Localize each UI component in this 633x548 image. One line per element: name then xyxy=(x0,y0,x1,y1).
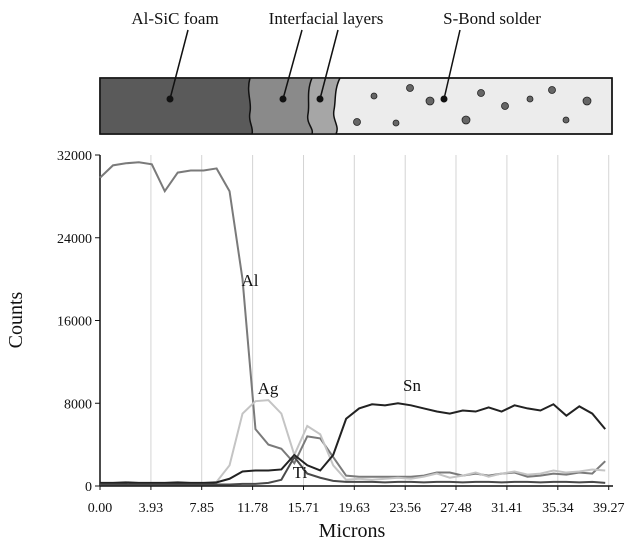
series-line xyxy=(100,402,606,484)
x-tick-label: 0.00 xyxy=(88,501,113,516)
x-tick-label: 19.63 xyxy=(339,501,371,516)
series-label: Al xyxy=(242,271,259,290)
outline xyxy=(99,77,613,135)
x-tick-label: 39.27 xyxy=(593,501,625,516)
y-tick-label: 32000 xyxy=(57,149,92,164)
series-line xyxy=(100,455,606,486)
y-tick-label: 24000 xyxy=(57,232,92,247)
x-tick-label: 7.85 xyxy=(189,501,214,516)
series-label: Ag xyxy=(258,379,279,398)
x-tick-label: 31.41 xyxy=(491,501,523,516)
diagram-label: S-Bond solder xyxy=(443,9,541,28)
diagram-label: Al-SiC foam xyxy=(131,9,218,28)
x-tick-label: 3.93 xyxy=(139,501,164,516)
particles xyxy=(353,84,592,127)
y-tick-label: 0 xyxy=(85,480,92,495)
x-tick-label: 27.48 xyxy=(440,501,472,516)
x-tick-label: 11.78 xyxy=(237,501,268,516)
leaders xyxy=(169,29,461,100)
schematic: Al-SiC foam Interfacial layers S-Bond so… xyxy=(99,9,613,135)
series-label: Ti xyxy=(293,463,308,482)
x-tick-label: 15.71 xyxy=(288,501,320,516)
x-tick-label: 23.56 xyxy=(389,501,421,516)
x-tick-label: 35.34 xyxy=(542,501,574,516)
boundaries xyxy=(247,77,341,135)
y-tick-label: 8000 xyxy=(64,397,92,412)
x-axis-title: Microns xyxy=(319,520,386,542)
chart: Counts Microns 0.00 3.93 7.85 11.78 15.71 19.… xyxy=(5,149,624,542)
foam-region xyxy=(100,78,253,134)
series-line xyxy=(99,161,606,478)
y-tick-label: 16000 xyxy=(57,315,92,330)
series-label: Sn xyxy=(403,376,421,395)
y-axis-title: Counts xyxy=(5,291,27,348)
diagram-label: Interfacial layers xyxy=(269,9,384,28)
leader-dots xyxy=(166,95,448,103)
